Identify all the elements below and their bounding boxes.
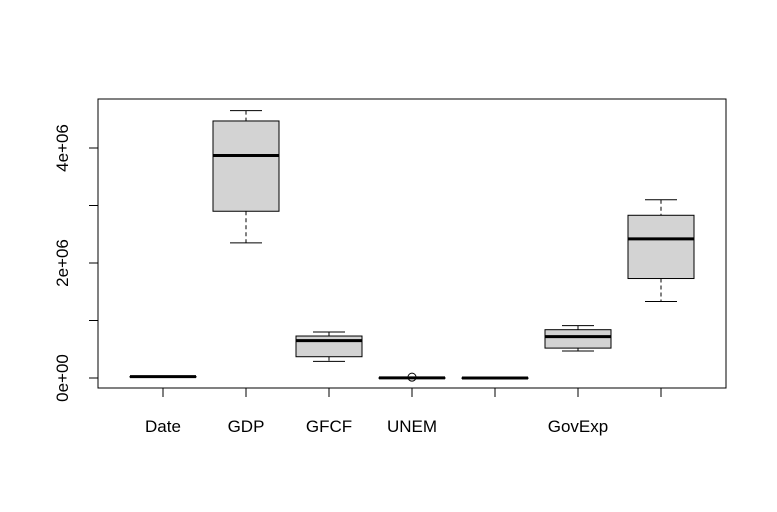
- y-axis: 0e+00 2e+06 4e+06: [53, 124, 99, 402]
- box-group: [129, 375, 197, 379]
- y-tick-label: 2e+06: [53, 239, 72, 287]
- x-tick-label: UNEM: [387, 417, 437, 436]
- box-group: [378, 372, 446, 382]
- box-group: [627, 199, 695, 303]
- box-group: [461, 376, 529, 380]
- x-tick-label: GFCF: [306, 417, 352, 436]
- x-tick-label: Date: [145, 417, 181, 436]
- box-group: [544, 325, 612, 352]
- y-tick-label: 0e+00: [53, 354, 72, 402]
- y-tick-label: 4e+06: [53, 124, 72, 172]
- outlier-point: [407, 372, 417, 382]
- box-group: [295, 331, 363, 362]
- box-group: [212, 110, 280, 244]
- boxes: [129, 110, 695, 382]
- box-iqr: [544, 329, 612, 349]
- x-tick-label: GovExp: [548, 417, 608, 436]
- x-axis: Date GDP GFCF UNEM GovExp: [145, 387, 662, 436]
- box-iqr: [627, 214, 695, 280]
- x-tick-label: GDP: [228, 417, 265, 436]
- box-iqr: [212, 120, 280, 212]
